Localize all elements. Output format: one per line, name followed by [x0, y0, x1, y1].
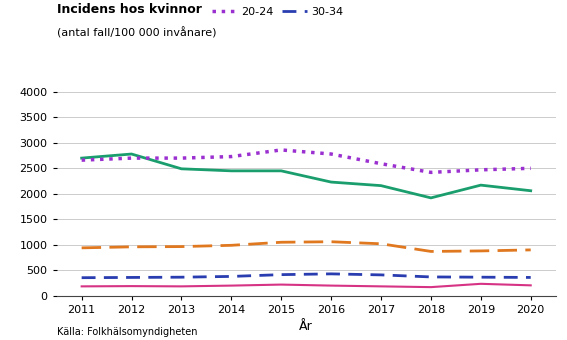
Text: Incidens hos kvinnor: Incidens hos kvinnor — [57, 3, 202, 16]
Text: Källa: Folkhälsomyndigheten: Källa: Folkhälsomyndigheten — [57, 327, 197, 337]
X-axis label: År: År — [299, 320, 313, 334]
Text: (antal fall/100 000 invånare): (antal fall/100 000 invånare) — [57, 27, 216, 39]
Legend: 15-19, 20-24, 25-29, 30-34, 35-39: 15-19, 20-24, 25-29, 30-34, 35-39 — [212, 0, 413, 17]
